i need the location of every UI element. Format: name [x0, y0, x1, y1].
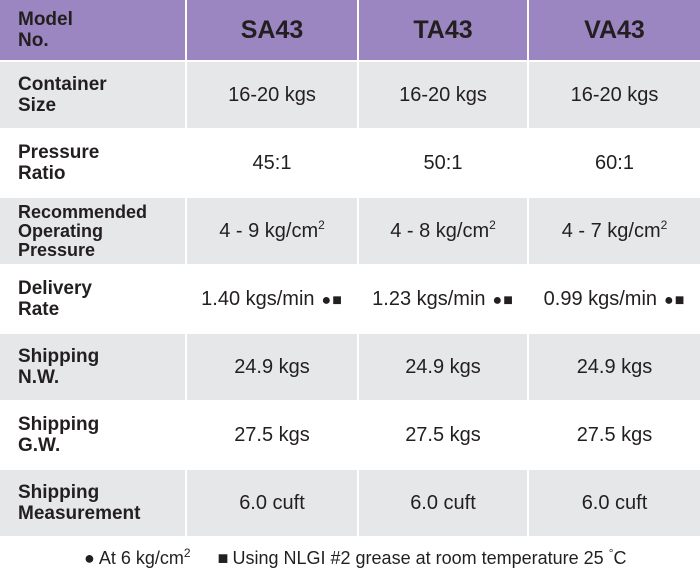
footnote-marks: ●■	[664, 291, 686, 309]
footnote-square-text: Using NLGI #2 grease at room temperature…	[232, 548, 604, 568]
model-label-line2: No.	[18, 30, 49, 51]
cell-value: 45:1	[186, 129, 359, 198]
value-text: 0.99 kgs/min	[543, 287, 658, 310]
degree-symbol: °	[608, 546, 614, 560]
footnote-square: ■ Using NLGI #2 grease at room temperatur…	[217, 546, 627, 568]
cell-value: 6.0 cuft	[528, 469, 700, 538]
value-text: 4 - 8 kg/cm	[390, 219, 490, 242]
cell-value: 24.9 kgs	[358, 333, 529, 402]
row-label-text: Container Size	[18, 74, 107, 116]
model-no-label: Model No.	[0, 0, 187, 62]
model-ta43: TA43	[358, 0, 529, 62]
superscript: 2	[489, 217, 496, 232]
table-row: Pressure Ratio 45:1 50:1 60:1	[0, 129, 700, 198]
cell-value: 6.0 cuft	[186, 469, 359, 538]
cell-value: 1.23 kgs/min ●■	[358, 265, 529, 334]
row-label-text: Shipping N.W.	[18, 346, 100, 388]
value-text: 4 - 9 kg/cm	[219, 219, 319, 242]
cell-value: 4 - 8 kg/cm2	[358, 197, 529, 266]
table-row: Container Size 16-20 kgs 16-20 kgs 16-20 …	[0, 61, 700, 130]
row-label-text: Shipping Measurement	[18, 482, 141, 524]
row-label-shipping-gw: Shipping G.W.	[0, 401, 187, 470]
cell-value: 1.40 kgs/min ●■	[186, 265, 359, 334]
cell-value: 0.99 kgs/min ●■	[528, 265, 700, 334]
superscript: 2	[318, 217, 325, 232]
row-label-text: Shipping G.W.	[18, 414, 100, 456]
model-label-line1: Model	[18, 9, 73, 30]
footnote-circle: ● At 6 kg/cm2	[84, 546, 196, 568]
cell-value: 27.5 kgs	[528, 401, 700, 470]
cell-value: 16-20 kgs	[528, 61, 700, 130]
row-label-delivery-rate: Delivery Rate	[0, 265, 187, 334]
table-row: Shipping G.W. 27.5 kgs 27.5 kgs 27.5 kgs	[0, 401, 700, 470]
cell-value: 16-20 kgs	[186, 61, 359, 130]
model-sa43: SA43	[186, 0, 359, 62]
cell-value: 4 - 7 kg/cm2	[528, 197, 700, 266]
table-row: Delivery Rate 1.40 kgs/min ●■ 1.23 kgs/min…	[0, 265, 700, 334]
cell-value: 50:1	[358, 129, 529, 198]
superscript: 2	[183, 546, 191, 560]
cell-value: 27.5 kgs	[358, 401, 529, 470]
footnote-unit: C	[613, 548, 627, 568]
row-label-shipping-nw: Shipping N.W.	[0, 333, 187, 402]
value-text: 4 - 7 kg/cm	[561, 219, 661, 242]
square-icon: ■	[217, 548, 229, 568]
table-row: Shipping Measurement 6.0 cuft 6.0 cuft 6.…	[0, 469, 700, 538]
footnote-marks: ●■	[321, 291, 343, 309]
cell-value: 6.0 cuft	[358, 469, 529, 538]
header-row: Model No. SA43 TA43 VA43	[0, 0, 700, 62]
model-va43: VA43	[528, 0, 700, 62]
value-text: 1.40 kgs/min	[201, 287, 315, 310]
cell-value: 4 - 9 kg/cm2	[186, 197, 359, 266]
row-label-shipping-measurement: Shipping Measurement	[0, 469, 187, 538]
value-text: 1.23 kgs/min	[372, 287, 486, 310]
circle-icon: ●	[84, 548, 95, 568]
cell-value: 16-20 kgs	[358, 61, 529, 130]
cell-value: 60:1	[528, 129, 700, 198]
row-label-text: Delivery Rate	[18, 278, 92, 320]
row-label-text: Pressure Ratio	[18, 142, 100, 184]
row-label-pressure-ratio: Pressure Ratio	[0, 129, 187, 198]
table-row: Recommended Operating Pressure 4 - 9 kg/cm…	[0, 197, 700, 266]
cell-value: 27.5 kgs	[186, 401, 359, 470]
footnote-circle-text: At 6 kg/cm	[98, 548, 184, 568]
spec-table: Model No. SA43 TA43 VA43 Container Size 1…	[0, 0, 700, 538]
superscript: 2	[660, 217, 668, 232]
table-row: Shipping N.W. 24.9 kgs 24.9 kgs 24.9 kgs	[0, 333, 700, 402]
row-label-container-size: Container Size	[0, 61, 187, 130]
cell-value: 24.9 kgs	[528, 333, 700, 402]
row-label-text: Recommended Operating Pressure	[18, 201, 148, 260]
row-label-operating-pressure: Recommended Operating Pressure	[0, 197, 187, 266]
footnote-marks: ●■	[492, 291, 514, 309]
cell-value: 24.9 kgs	[186, 333, 359, 402]
footnotes: ● At 6 kg/cm2 ■ Using NLGI #2 grease at ro…	[84, 546, 649, 569]
